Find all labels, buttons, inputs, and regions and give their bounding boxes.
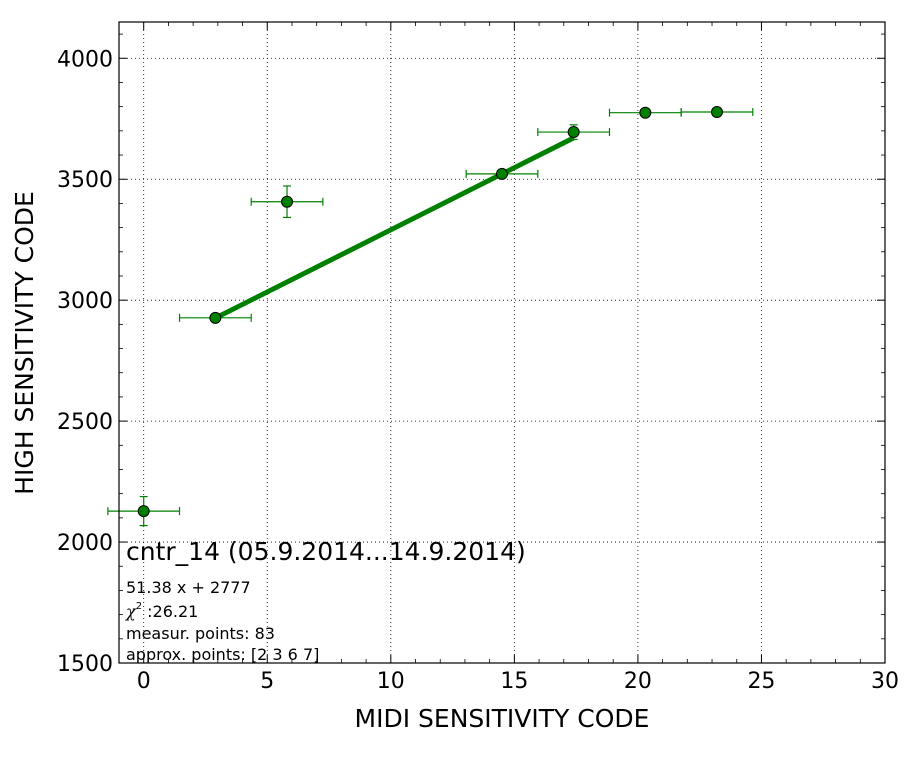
y-tick-label: 2500 — [57, 410, 113, 435]
minor-ticks — [118, 22, 885, 663]
data-point — [281, 195, 294, 208]
grid — [119, 22, 886, 664]
x-tick-label: 5 — [260, 669, 274, 694]
data-points — [137, 105, 723, 518]
x-tick-label: 25 — [747, 669, 775, 694]
y-tick-label: 3500 — [57, 168, 113, 193]
annotation-title: cntr_14 (05.9.2014...14.9.2014) — [126, 537, 526, 566]
data-point — [137, 505, 150, 518]
x-tick-label: 15 — [500, 669, 528, 694]
y-axis-label: HIGH SENSITIVITY CODE — [10, 191, 39, 495]
data-point — [639, 106, 652, 119]
x-tick-label: 10 — [377, 669, 405, 694]
y-tick-label: 4000 — [57, 47, 113, 72]
plot-frame — [118, 21, 886, 664]
data-point — [567, 126, 580, 139]
annotation-approx-points: approx. points: [2 3 6 7] — [126, 645, 319, 664]
x-tick-label: 30 — [871, 669, 899, 694]
y-tick-label: 3000 — [57, 289, 113, 314]
chi-exponent: 2 — [136, 601, 142, 612]
data-point — [496, 167, 508, 180]
fit-line — [214, 135, 575, 321]
annotation-equation: 51.38 x + 2777 — [126, 578, 251, 597]
y-tick-label: 1500 — [57, 652, 113, 677]
x-tick-labels: 0 5 10 15 20 25 30 — [137, 669, 899, 694]
y-tick-label: 2000 — [57, 531, 113, 556]
y-tick-labels: 1500 2000 2500 3000 3500 4000 — [57, 47, 113, 677]
x-axis-label: MIDI SENSITIVITY CODE — [355, 704, 650, 733]
data-point — [710, 105, 723, 118]
x-tick-label: 20 — [624, 669, 652, 694]
fit-line-group — [214, 135, 575, 321]
x-tick-label: 0 — [137, 669, 151, 694]
plot-area — [119, 22, 885, 663]
annotation-measur-points: measur. points: 83 — [126, 624, 275, 643]
chi-value: :26.21 — [142, 602, 198, 621]
annotation-chi-square: χ2 :26.21 — [125, 601, 198, 621]
data-point — [209, 311, 222, 324]
chi-symbol: χ — [125, 602, 137, 621]
annotation-block: cntr_14 (05.9.2014...14.9.2014) 51.38 x … — [125, 537, 526, 664]
